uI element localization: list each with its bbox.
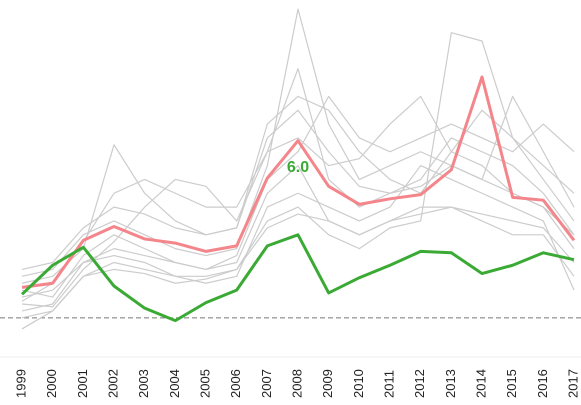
background-line (21, 95, 575, 284)
x-tick-label: 2004 (167, 369, 182, 398)
background-line (21, 32, 575, 312)
x-tick-label: 2011 (381, 370, 396, 398)
x-tick-label: 2001 (75, 369, 90, 398)
x-tick-label: 2017 (565, 369, 580, 398)
x-tick-label: 2008 (289, 369, 304, 398)
x-tick-label: 2009 (320, 369, 335, 398)
highlight-line (20, 233, 575, 323)
background-line (21, 164, 575, 330)
x-tick-label: 2005 (197, 369, 212, 398)
x-tick-label: 2013 (443, 369, 458, 398)
highlight-line (21, 75, 576, 289)
background-line (21, 109, 575, 270)
x-tick-label: 2012 (412, 369, 427, 398)
x-tick-label: 2000 (44, 369, 59, 398)
background-line (21, 95, 575, 298)
x-tick-label: 2002 (105, 369, 120, 398)
x-tick-label: 2003 (136, 369, 151, 398)
background-line (21, 95, 575, 308)
x-tick-label: 2006 (228, 369, 243, 398)
x-tick-label: 2010 (351, 369, 366, 398)
x-tick-label: 1999 (13, 369, 28, 398)
x-tick-label: 2014 (473, 369, 488, 398)
background-line (21, 68, 575, 302)
x-tick-label: 2007 (259, 369, 274, 398)
x-tick-label: 2015 (504, 369, 519, 398)
x-tick-label: 2016 (535, 369, 550, 398)
background-line (21, 206, 575, 319)
annotation: 6.0 (287, 159, 309, 176)
background-line (21, 164, 575, 298)
